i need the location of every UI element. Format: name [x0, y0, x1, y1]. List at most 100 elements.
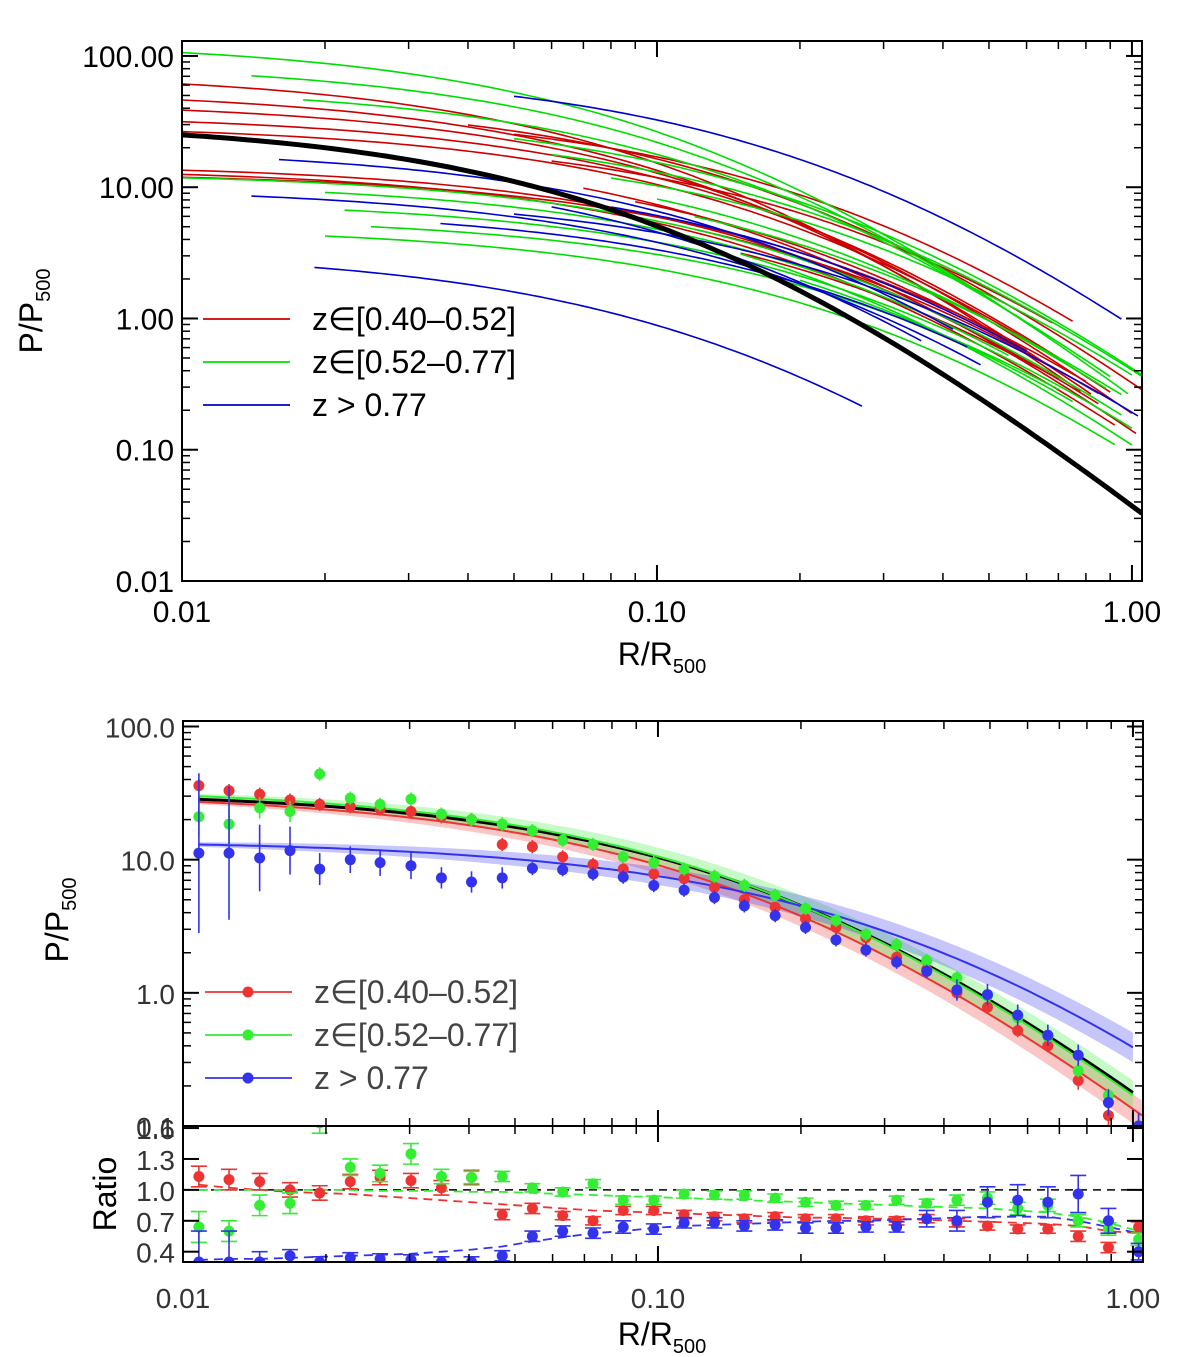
data-point [557, 834, 569, 846]
legend-marker [242, 1029, 254, 1041]
y-tick-label: 1.3 [136, 1145, 175, 1176]
data-point [435, 808, 447, 820]
profile-curve [182, 120, 1059, 359]
y-tick-label: 0.01 [116, 566, 174, 599]
data-point [1072, 1065, 1084, 1077]
legend-label: z∈[0.40–0.52] [312, 301, 516, 337]
y-tick-label: 0.4 [136, 1238, 175, 1269]
fit-line [198, 843, 1134, 1049]
data-point [1042, 1223, 1054, 1235]
bottom-ratio-panel: 0.01 0.10 1.00 0.40.71.01.31.6 R/R500 Ratio [87, 1114, 1160, 1357]
data-point [496, 839, 508, 851]
y-tick-label: 10.0 [121, 846, 176, 877]
data-point [891, 956, 903, 968]
x-axis-title: R/R500 [618, 1316, 706, 1357]
data-point [708, 870, 720, 882]
data-point [587, 839, 599, 851]
data-point [708, 891, 720, 903]
data-point [496, 1209, 508, 1221]
data-point [405, 793, 417, 805]
data-point [860, 928, 872, 940]
profile-curve [182, 177, 1122, 416]
data-point [435, 872, 447, 884]
data-point [374, 798, 386, 810]
data-point [193, 1221, 205, 1233]
axis-title-main: P/P [39, 911, 75, 963]
axis-title-main: R/R [618, 636, 673, 672]
data-point [1072, 1188, 1084, 1200]
data-point [314, 1256, 326, 1262]
axis-title-subscript: 500 [59, 878, 81, 911]
data-point [800, 1213, 812, 1225]
data-point [738, 900, 750, 912]
profile-curve [551, 160, 1053, 324]
profile-curve [324, 235, 1116, 446]
profile-curve [610, 177, 1133, 376]
data-point [526, 1230, 538, 1242]
data-point [1102, 1097, 1114, 1109]
legend-marker [242, 1072, 254, 1084]
data-point [981, 989, 993, 1001]
data-point [769, 910, 781, 922]
data-point [800, 913, 812, 925]
legend-label: z∈[0.52–0.77] [314, 1017, 518, 1053]
fit-band [198, 799, 1143, 1126]
data-point [466, 876, 478, 888]
y-tick-label: 10.00 [99, 172, 174, 205]
fit-band [198, 793, 1133, 1110]
profile-curve [182, 176, 1087, 383]
legend-label: z∈[0.52–0.77] [312, 344, 516, 380]
data-point [678, 884, 690, 896]
profile-curve [635, 200, 1027, 352]
bottom-main-panel: 0.1 1.0 10.0 100.0 P/P500 z∈[0.40–0.52] z∈[0.5… [39, 713, 1144, 1143]
data-point [708, 1189, 720, 1201]
data-point [587, 868, 599, 880]
y-tick-label: 1.0 [136, 1176, 175, 1207]
data-point [830, 934, 842, 946]
data-point [1042, 1029, 1054, 1041]
axis-title-main: R/R [618, 1316, 673, 1352]
data-point [466, 814, 478, 826]
data-point [405, 1254, 417, 1262]
data-point [405, 806, 417, 818]
data-point [587, 1215, 599, 1227]
data-point [374, 1167, 386, 1179]
axis-title-subscript: 500 [673, 1336, 706, 1357]
plot-area [183, 1126, 1143, 1262]
data-point [891, 1221, 903, 1233]
profile-curve [799, 279, 1073, 403]
data-point [769, 889, 781, 901]
data-point [193, 847, 205, 859]
data-point [678, 873, 690, 885]
data-point [1102, 1215, 1114, 1227]
data-point [981, 1196, 993, 1208]
data-point [254, 1199, 266, 1211]
data-point [678, 1217, 690, 1229]
data-point [769, 1192, 781, 1204]
legend-label: z∈[0.40–0.52] [314, 974, 518, 1010]
data-point [830, 1222, 842, 1234]
x-tick-label: 0.10 [628, 596, 686, 629]
data-point [648, 1204, 660, 1216]
data-point [314, 863, 326, 875]
data-point [193, 1256, 205, 1262]
data-point [800, 1196, 812, 1208]
data-point [526, 1202, 538, 1214]
data-point [374, 1253, 386, 1262]
data-point [921, 1197, 933, 1209]
data-point [830, 1199, 842, 1211]
plot-frame [182, 1125, 1144, 1263]
data-point [587, 858, 599, 870]
legend-marker [242, 986, 254, 998]
data-point [435, 1182, 447, 1194]
data-point [526, 862, 538, 874]
data-point [284, 845, 296, 857]
data-point [1012, 1223, 1024, 1235]
profile-curve [182, 109, 1133, 415]
profile-curve [314, 266, 863, 407]
legend-label: z > 0.77 [314, 1060, 429, 1096]
data-point [254, 802, 266, 814]
data-point [193, 1170, 205, 1182]
data-point [738, 1220, 750, 1232]
data-point [617, 1221, 629, 1233]
